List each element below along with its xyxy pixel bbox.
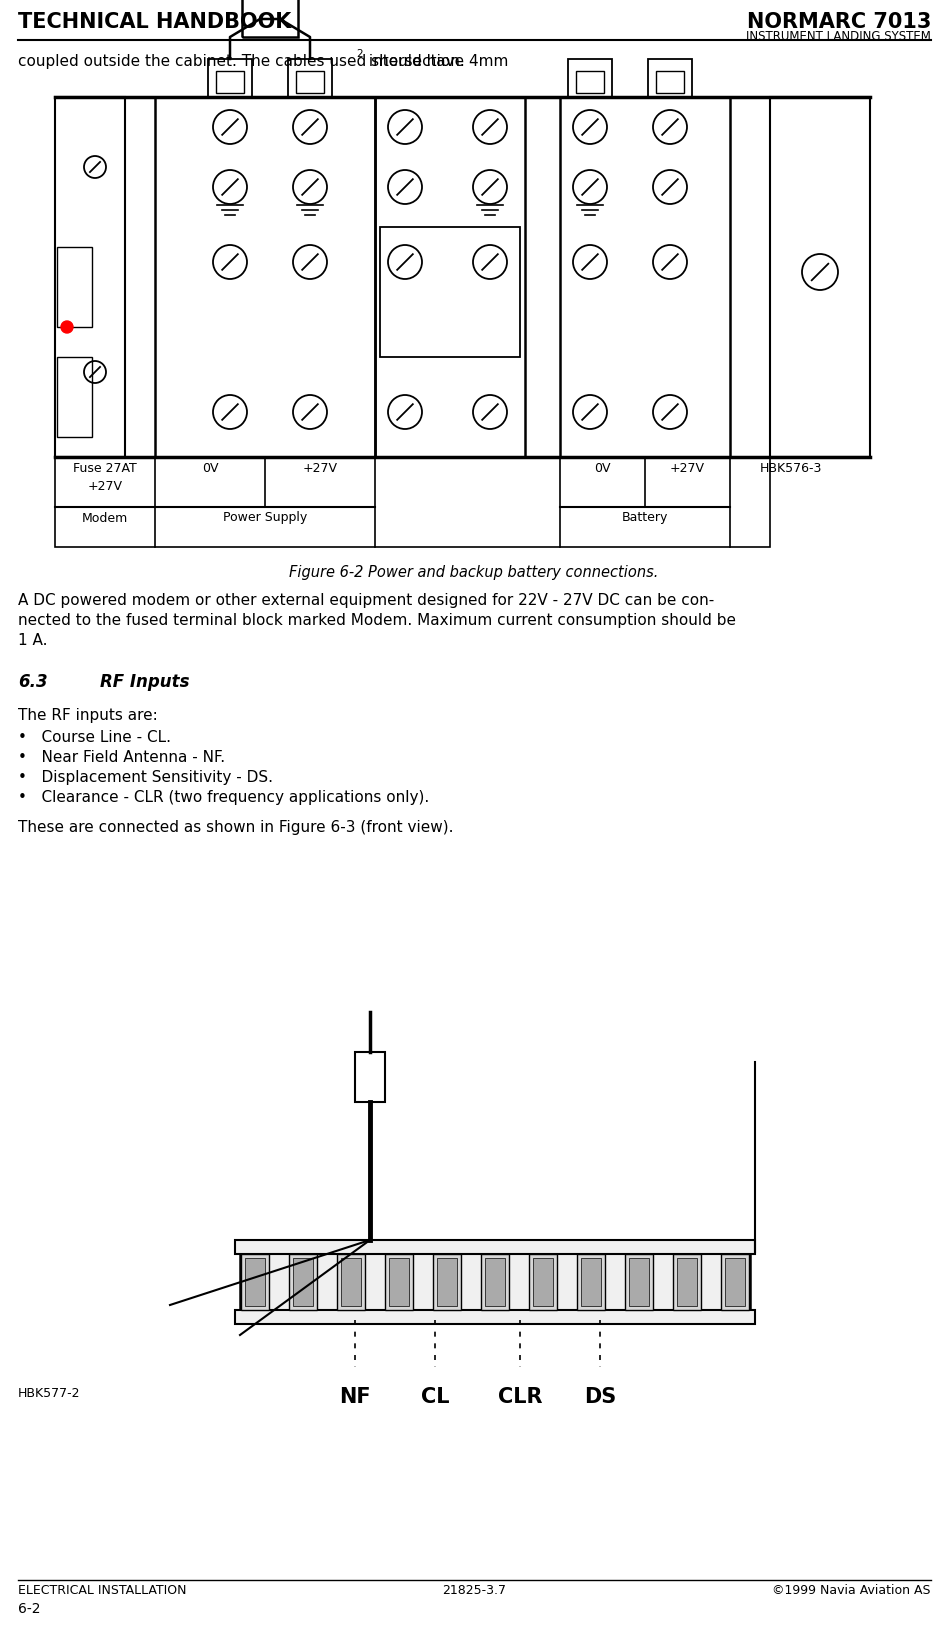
- Bar: [57, 246, 92, 326]
- Bar: [389, 1258, 409, 1306]
- Bar: [485, 1258, 505, 1306]
- Text: A DC powered modem or other external equipment designed for 22V - 27V DC can be : A DC powered modem or other external equ…: [18, 592, 715, 609]
- Bar: [296, 72, 324, 93]
- Bar: [385, 1253, 413, 1310]
- Bar: [625, 1253, 653, 1310]
- Bar: [529, 1253, 557, 1310]
- Bar: [55, 96, 125, 457]
- Text: NORMARC 7013: NORMARC 7013: [747, 11, 931, 33]
- Bar: [375, 96, 525, 457]
- Bar: [725, 1258, 745, 1306]
- Text: NF: NF: [339, 1387, 371, 1407]
- Bar: [560, 96, 730, 457]
- Text: TECHNICAL HANDBOOK: TECHNICAL HANDBOOK: [18, 11, 291, 33]
- Text: •   Clearance - CLR (two frequency applications only).: • Clearance - CLR (two frequency applica…: [18, 790, 429, 805]
- Text: 0V: 0V: [202, 462, 218, 475]
- Bar: [341, 1258, 361, 1306]
- Bar: [245, 1258, 265, 1306]
- Bar: [155, 96, 375, 457]
- Text: •   Near Field Antenna - NF.: • Near Field Antenna - NF.: [18, 751, 225, 765]
- Text: CL: CL: [420, 1387, 449, 1407]
- Text: intersection.: intersection.: [364, 54, 465, 69]
- Text: •   Displacement Sensitivity - DS.: • Displacement Sensitivity - DS.: [18, 770, 273, 785]
- Bar: [242, 0, 298, 38]
- Text: INSTRUMENT LANDING SYSTEM: INSTRUMENT LANDING SYSTEM: [746, 29, 931, 42]
- Bar: [437, 1258, 457, 1306]
- Text: The RF inputs are:: The RF inputs are:: [18, 708, 158, 723]
- Bar: [355, 1053, 385, 1102]
- Circle shape: [61, 322, 73, 333]
- Text: These are connected as shown in Figure 6-3 (front view).: These are connected as shown in Figure 6…: [18, 819, 454, 836]
- Bar: [288, 59, 332, 96]
- Text: Fuse 27AT: Fuse 27AT: [73, 462, 137, 475]
- Text: Battery: Battery: [622, 511, 668, 524]
- Bar: [677, 1258, 697, 1306]
- Text: ©1999 Navia Aviation AS: ©1999 Navia Aviation AS: [772, 1585, 931, 1598]
- Bar: [568, 59, 612, 96]
- Bar: [481, 1253, 509, 1310]
- Bar: [235, 1240, 755, 1253]
- Text: RF Inputs: RF Inputs: [100, 672, 190, 690]
- Bar: [648, 59, 692, 96]
- Text: +27V: +27V: [303, 462, 338, 475]
- Bar: [57, 357, 92, 437]
- Text: ELECTRICAL INSTALLATION: ELECTRICAL INSTALLATION: [18, 1585, 187, 1598]
- Bar: [293, 1258, 313, 1306]
- Text: coupled outside the cabinet. The cables used should have 4mm: coupled outside the cabinet. The cables …: [18, 54, 509, 69]
- Text: nected to the fused terminal block marked Modem. Maximum current consumption sho: nected to the fused terminal block marke…: [18, 614, 736, 628]
- Text: 1 A.: 1 A.: [18, 633, 47, 648]
- Text: +27V: +27V: [669, 462, 704, 475]
- Bar: [629, 1258, 649, 1306]
- Text: DS: DS: [584, 1387, 616, 1407]
- Bar: [241, 1253, 269, 1310]
- Bar: [577, 1253, 605, 1310]
- Bar: [770, 96, 870, 457]
- Bar: [673, 1253, 701, 1310]
- Bar: [208, 59, 252, 96]
- Text: 6-2: 6-2: [18, 1603, 41, 1616]
- Bar: [656, 72, 684, 93]
- Text: 6.3: 6.3: [18, 672, 47, 690]
- Bar: [380, 227, 520, 357]
- Bar: [240, 1252, 750, 1312]
- Bar: [433, 1253, 461, 1310]
- Bar: [576, 72, 604, 93]
- Bar: [235, 1310, 755, 1324]
- Text: •   Course Line - CL.: • Course Line - CL.: [18, 730, 171, 744]
- Text: HBK576-3: HBK576-3: [760, 462, 823, 475]
- Bar: [216, 72, 244, 93]
- Bar: [337, 1253, 365, 1310]
- Text: Power Supply: Power Supply: [223, 511, 307, 524]
- Text: Figure 6-2 Power and backup battery connections.: Figure 6-2 Power and backup battery conn…: [289, 565, 659, 579]
- Bar: [55, 457, 770, 547]
- Text: +27V: +27V: [87, 480, 122, 493]
- Text: HBK577-2: HBK577-2: [18, 1387, 81, 1400]
- Text: 0V: 0V: [594, 462, 610, 475]
- Text: 21825-3.7: 21825-3.7: [442, 1585, 506, 1598]
- Text: 2: 2: [356, 49, 363, 59]
- Text: Modem: Modem: [82, 511, 128, 524]
- Text: CLR: CLR: [497, 1387, 542, 1407]
- Bar: [533, 1258, 553, 1306]
- Bar: [289, 1253, 317, 1310]
- Bar: [581, 1258, 601, 1306]
- Bar: [721, 1253, 749, 1310]
